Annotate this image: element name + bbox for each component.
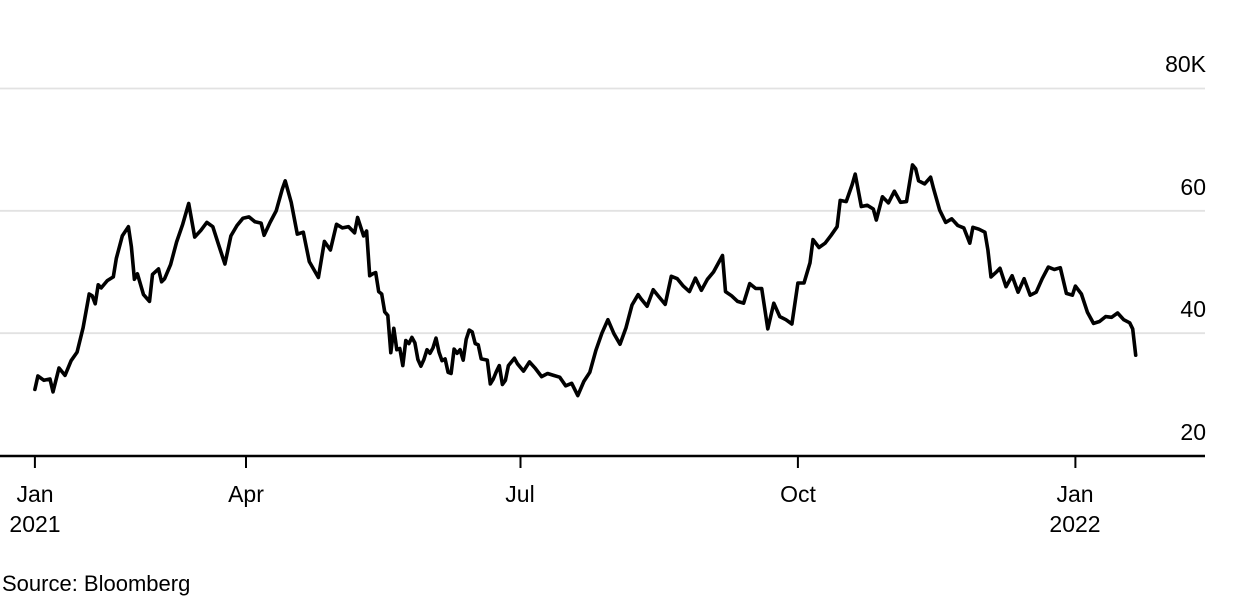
x-tick-label: Jul	[505, 481, 535, 507]
x-axis	[0, 454, 1205, 468]
y-tick-label: 80K	[1165, 51, 1206, 77]
x-tick-label: Jan 2022	[1049, 481, 1101, 537]
x-tick-label: Oct	[780, 481, 816, 507]
y-tick-label: 60	[1180, 174, 1206, 200]
price-series-path	[33, 163, 1138, 398]
gridlines	[0, 87, 1205, 335]
price-line	[33, 163, 1138, 398]
y-tick-label: 40	[1180, 296, 1206, 322]
x-tick-label: Apr	[228, 481, 264, 507]
x-tick-label: Jan 2021	[9, 481, 61, 537]
y-tick-label: 20	[1180, 419, 1206, 445]
source-label: Source: Bloomberg	[2, 571, 191, 596]
